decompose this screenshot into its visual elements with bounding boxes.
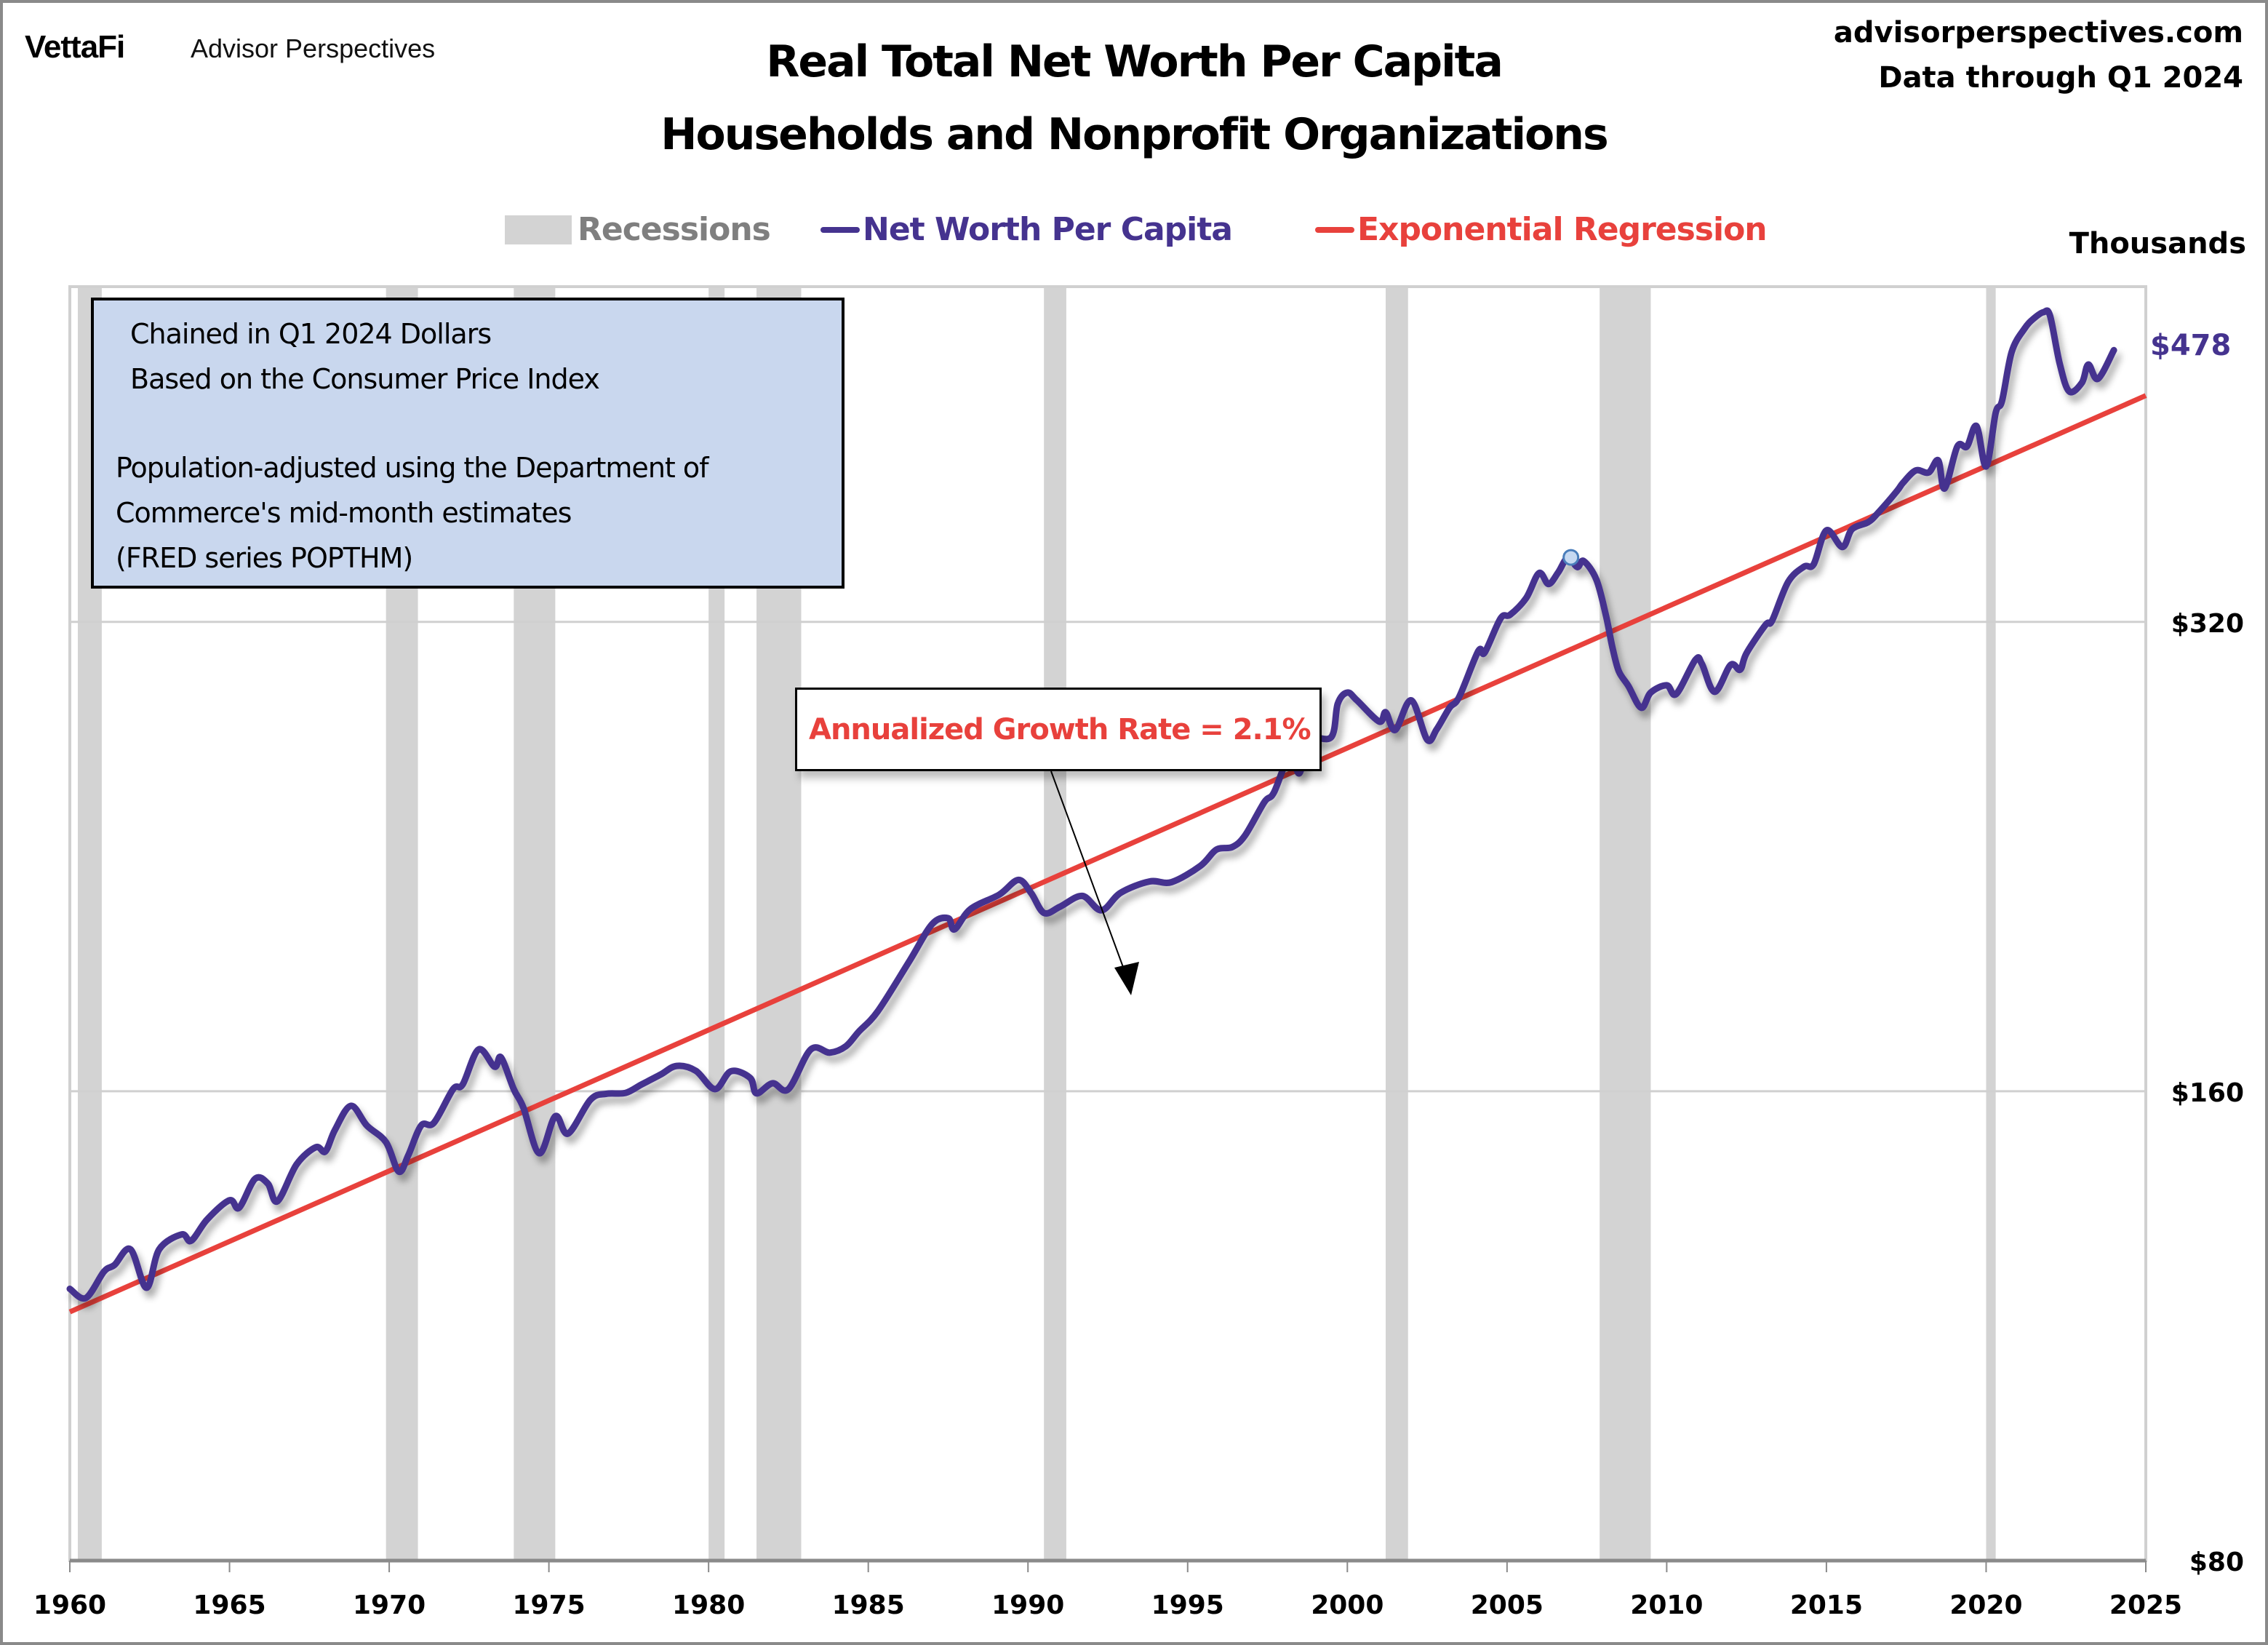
x-axis: 1960 1965 1970 1975 1980 1985 1990 1995 2000 2005… — [33, 1558, 2182, 1620]
legend-item-regression: Exponential Regression — [1315, 211, 1768, 248]
legend: Recessions Net Worth Per Capita Exponent… — [0, 211, 2268, 255]
note-line-3: Population-adjusted using the Department… — [116, 452, 709, 484]
x-tick-label: 2020 — [1949, 1590, 2022, 1620]
recession-bar — [1044, 287, 1066, 1561]
annotation-arrow-line — [1050, 770, 1127, 976]
chart-title: Real Total Net Worth Per Capita — [766, 36, 1504, 87]
y-axis-units: Thousands — [2069, 227, 2246, 260]
x-tick-label: 1990 — [991, 1590, 1064, 1620]
y-tick-label: $80 — [2189, 1548, 2244, 1577]
x-tick-label: 2010 — [1630, 1590, 1703, 1620]
regression-swatch — [1315, 226, 1354, 233]
methodology-note-box: Chained in Q1 2024 Dollars Based on the … — [91, 298, 844, 589]
x-tick-label: 2000 — [1311, 1590, 1383, 1620]
x-tick-label: 1960 — [33, 1590, 106, 1620]
gridlines — [70, 621, 2146, 1093]
x-tick-label: 1975 — [513, 1590, 586, 1620]
y-tick-label: $320 — [2171, 609, 2244, 639]
recession-bars — [77, 287, 1996, 1561]
vettafi-logo: VettaFi — [25, 29, 125, 65]
peak-marker — [1562, 549, 1580, 566]
x-tick-label: 2025 — [2109, 1590, 2182, 1620]
brand-name: Advisor Perspectives — [191, 33, 436, 63]
recession-bar — [708, 287, 725, 1561]
x-tick-label: 1980 — [672, 1590, 745, 1620]
legend-item-recessions: Recessions — [505, 211, 771, 248]
legend-label-recessions: Recessions — [578, 211, 771, 248]
annotation-arrow — [1050, 770, 1139, 995]
recession-swatch — [505, 215, 572, 244]
growth-rate-annotation: Annualized Growth Rate = 2.1% — [795, 688, 1322, 771]
x-tick-label: 1970 — [353, 1590, 426, 1620]
growth-rate-annotation-text: Annualized Growth Rate = 2.1% — [809, 712, 1311, 746]
legend-label-regression: Exponential Regression — [1357, 211, 1768, 248]
recession-bar — [1986, 287, 1996, 1561]
legend-item-net-worth: Net Worth Per Capita — [820, 211, 1233, 248]
note-line-2: Based on the Consumer Price Index — [130, 363, 600, 395]
note-line-5: (FRED series POPTHM) — [116, 542, 413, 574]
note-line-1: Chained in Q1 2024 Dollars — [130, 318, 492, 350]
x-tick-label: 1995 — [1151, 1590, 1224, 1620]
legend-label-net-worth: Net Worth Per Capita — [863, 211, 1233, 248]
x-tick-label: 1985 — [832, 1590, 905, 1620]
note-line-4: Commerce's mid-month estimates — [116, 497, 572, 529]
y-axis: $80 $160 $320 — [2171, 609, 2244, 1577]
regression-line — [68, 393, 2147, 1315]
data-through-label: Data through Q1 2024 — [1878, 61, 2243, 95]
y-tick-label: $160 — [2171, 1078, 2244, 1108]
annotation-arrowhead — [1114, 962, 1139, 995]
x-tick-label: 2015 — [1790, 1590, 1863, 1620]
recession-bar — [1385, 287, 1408, 1561]
site-url: advisorperspectives.com — [1833, 16, 2243, 49]
net-worth-line — [66, 307, 2117, 1302]
net-worth-swatch — [820, 226, 860, 233]
x-tick-label: 1965 — [193, 1590, 265, 1620]
latest-value-label: $478 — [2150, 329, 2232, 362]
x-tick-label: 2005 — [1471, 1590, 1544, 1620]
chart-subtitle: Households and Nonprofit Organizations — [660, 109, 1608, 160]
recession-bar — [1600, 287, 1651, 1561]
